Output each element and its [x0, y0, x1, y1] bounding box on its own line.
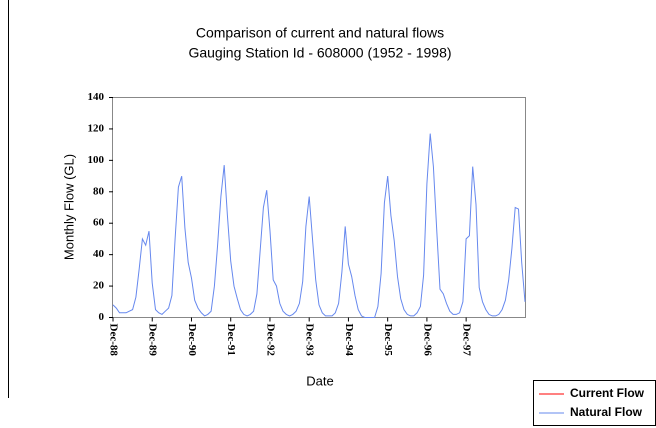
x-tick-label: Dec-94: [343, 324, 355, 357]
x-tick-label: Dec-90: [186, 324, 198, 357]
y-tick-label: 0: [99, 311, 105, 323]
plot-area: [112, 97, 526, 318]
legend: [533, 380, 656, 426]
x-tick-label: Dec-88: [107, 324, 119, 357]
x-tick-label: Dec-96: [421, 324, 433, 357]
x-axis-title: Date: [306, 373, 333, 388]
legend-label: Natural Flow: [570, 405, 643, 419]
legend-label: Current Flow: [570, 386, 645, 400]
chart-title: Comparison of current and natural flows: [196, 25, 444, 41]
y-tick-label: 20: [93, 280, 105, 292]
y-tick-label: 120: [88, 122, 105, 134]
y-tick-label: 60: [93, 217, 105, 229]
y-tick-label: 40: [93, 248, 105, 260]
chart-subtitle: Gauging Station Id - 608000 (1952 - 1998…: [188, 45, 451, 61]
series-line: [112, 133, 526, 318]
x-tick-label: Dec-92: [264, 324, 276, 357]
x-tick-label: Dec-91: [225, 324, 237, 356]
y-axis-title: Monthly Flow (GL): [61, 154, 76, 260]
x-tick-label: Dec-97: [461, 324, 473, 357]
x-tick-label: Dec-93: [304, 324, 316, 357]
y-tick-label: 80: [93, 185, 105, 197]
y-tick-label: 100: [88, 154, 105, 166]
x-tick-label: Dec-95: [382, 324, 394, 357]
x-tick-label: Dec-89: [147, 324, 159, 357]
y-tick-label: 140: [88, 91, 105, 103]
